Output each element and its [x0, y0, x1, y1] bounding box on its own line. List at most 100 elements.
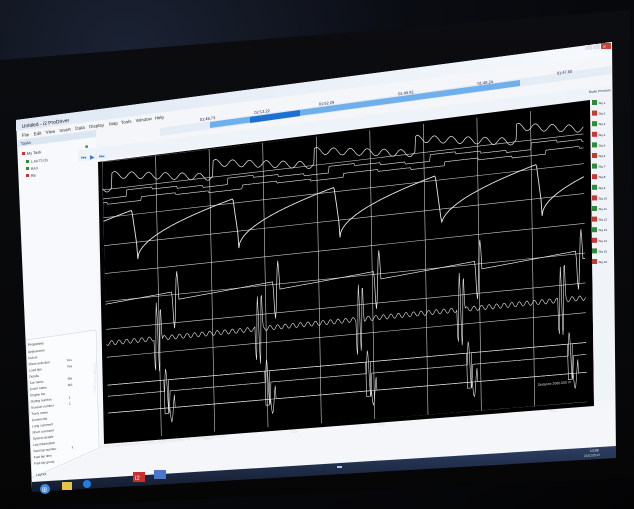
layout-tab[interactable]: Layout [36, 472, 47, 477]
chart-toolbar: ⏮ ▶ ⏭ ■ [78, 88, 590, 162]
signal-item[interactable]: Sig 15 [599, 249, 608, 253]
close-button[interactable] [601, 43, 611, 49]
signal-item[interactable]: Sig 10 [599, 196, 608, 200]
taskbar-app-pro[interactable] [154, 470, 166, 479]
menu-item-display[interactable]: Display [89, 122, 105, 129]
signal-color-tag [592, 184, 597, 190]
menu-item-help[interactable]: Help [154, 115, 164, 121]
chart-traces [102, 123, 587, 423]
distance-readout: Distance 2060.000 m [538, 380, 571, 387]
x-tick-label: 1000 [204, 437, 212, 441]
property-value[interactable]: RA [67, 376, 73, 381]
menu-item-map[interactable]: Map [109, 121, 119, 127]
property-value[interactable]: 1 [69, 402, 71, 406]
menu-item-window[interactable]: Window [136, 116, 153, 123]
grid-line-h [104, 252, 587, 302]
signal-color-tag [592, 216, 597, 222]
chart-plot-bg [98, 100, 594, 444]
menu-item-data[interactable]: Data [75, 125, 86, 131]
signal-item[interactable]: Sig 16 [599, 260, 608, 264]
left-panel-title: Tasks [21, 140, 32, 146]
signal-item[interactable]: Sig 3 [599, 122, 606, 126]
lap-timeline[interactable]: 01:48.73 02:13.22 01:52.29 01:49.92 01:4… [160, 66, 612, 136]
property-value[interactable]: 1 [71, 445, 73, 449]
property-value[interactable]: 1 [68, 395, 70, 399]
timeline-label-4: 01:49.92 [398, 89, 415, 96]
signal-color-tag [592, 121, 597, 127]
telemetry-trace [106, 342, 587, 415]
grid-line-h [103, 163, 585, 219]
menu-item-view[interactable]: View [45, 129, 56, 135]
menu-item-tools[interactable]: Tools [121, 119, 133, 125]
property-value[interactable]: Yes [66, 358, 72, 363]
timeline-label-3: 01:52.29 [318, 99, 335, 106]
property-label: Details [29, 374, 40, 379]
timeline-label-6: 01:47.60 [556, 69, 573, 76]
menu-item-edit[interactable]: Edit [33, 130, 42, 136]
signal-color-tag [592, 100, 597, 105]
maximize-button[interactable] [593, 44, 600, 49]
window-controls[interactable]: × [585, 43, 611, 51]
telemetry-trace [105, 264, 587, 372]
play-icon[interactable]: ▶ [90, 155, 95, 161]
signal-item[interactable]: Sig 7 [599, 165, 606, 169]
signal-color-tag [592, 131, 597, 137]
property-label: Show selection [28, 360, 50, 366]
minimize-button[interactable] [585, 45, 592, 50]
signal-item[interactable]: Sig 1 [599, 101, 606, 105]
property-value[interactable]: Yes [67, 364, 73, 369]
menu-item-insert[interactable]: Insert [59, 127, 72, 134]
x-axis-ticks: 0 1000 2000 3000 4000 5000 [118, 409, 558, 448]
signal-list: Sig 1 Sig 2 Sig 3 Sig 4 Sig 5 Sig 6 Sig 7 Sig 8… [592, 100, 607, 264]
tree-item-my-task[interactable]: My Task [27, 149, 42, 156]
telemetry-trace [102, 139, 585, 200]
left-axis-caption: 1 Time (user defined) [93, 363, 97, 395]
grid-line-h [104, 222, 586, 274]
property-label: Comments [32, 417, 48, 423]
tree-item-ra3[interactable]: RA3 [31, 166, 38, 171]
signal-item[interactable]: Sig 4 [599, 133, 606, 137]
tag-icon[interactable]: ■ [85, 144, 88, 150]
taskbar-app-explorer[interactable] [62, 482, 72, 490]
play-forward-icon[interactable]: ⏭ [99, 154, 105, 160]
property-label: Lap information [33, 441, 55, 447]
property-value[interactable]: RA [68, 383, 74, 388]
signal-color-tag [592, 259, 597, 264]
property-label: Event name [30, 385, 48, 391]
signal-color-tag [592, 163, 597, 169]
signal-item[interactable]: Sig 11 [599, 207, 608, 211]
right-panel-title: Brake Pressure [589, 88, 611, 94]
signal-color-tag [592, 153, 597, 158]
signal-item[interactable]: Sig 5 [599, 143, 606, 147]
right-panel: Brake Pressure Sig 1 Sig 2 Sig 3 Sig 4 Sig 5… [589, 85, 614, 402]
menu-item-file[interactable]: File [21, 132, 29, 138]
timeline-label-5: 01:48.24 [477, 79, 494, 86]
taskbar-app-ie[interactable] [83, 480, 91, 488]
taskbar-app-i2-label: i2 [135, 476, 140, 482]
signal-item[interactable]: Sig 14 [599, 239, 608, 243]
property-label: Fast lap time [34, 453, 53, 459]
timeline-selected [250, 110, 300, 123]
play-back-icon[interactable]: ⏮ [81, 156, 87, 162]
signal-item[interactable]: Sig 13 [599, 228, 608, 232]
properties-title: Properties [28, 341, 45, 347]
taskbar-app-i2[interactable] [133, 472, 145, 482]
signal-item[interactable]: Sig 12 [599, 218, 608, 222]
signal-item[interactable]: Sig 8 [599, 175, 606, 179]
signal-item[interactable]: Sig 9 [599, 186, 606, 190]
taskbar-time: 13:08 [590, 448, 599, 453]
tree-item-lap[interactable]: 1:48.73 (3) [31, 158, 48, 164]
signal-item[interactable]: Sig 2 [599, 112, 606, 116]
tree-item-rb[interactable]: RB [31, 173, 37, 178]
task-icon-green-1 [26, 160, 29, 163]
property-label: System details [33, 435, 54, 441]
x-tick-label: 2000 [290, 430, 298, 434]
task-icon-red [22, 152, 25, 155]
start-button[interactable] [40, 484, 50, 494]
power-led [337, 466, 342, 468]
signal-item[interactable]: Sig 6 [599, 154, 606, 158]
left-panel-header [18, 130, 96, 147]
task-icon-green-2 [26, 167, 29, 170]
